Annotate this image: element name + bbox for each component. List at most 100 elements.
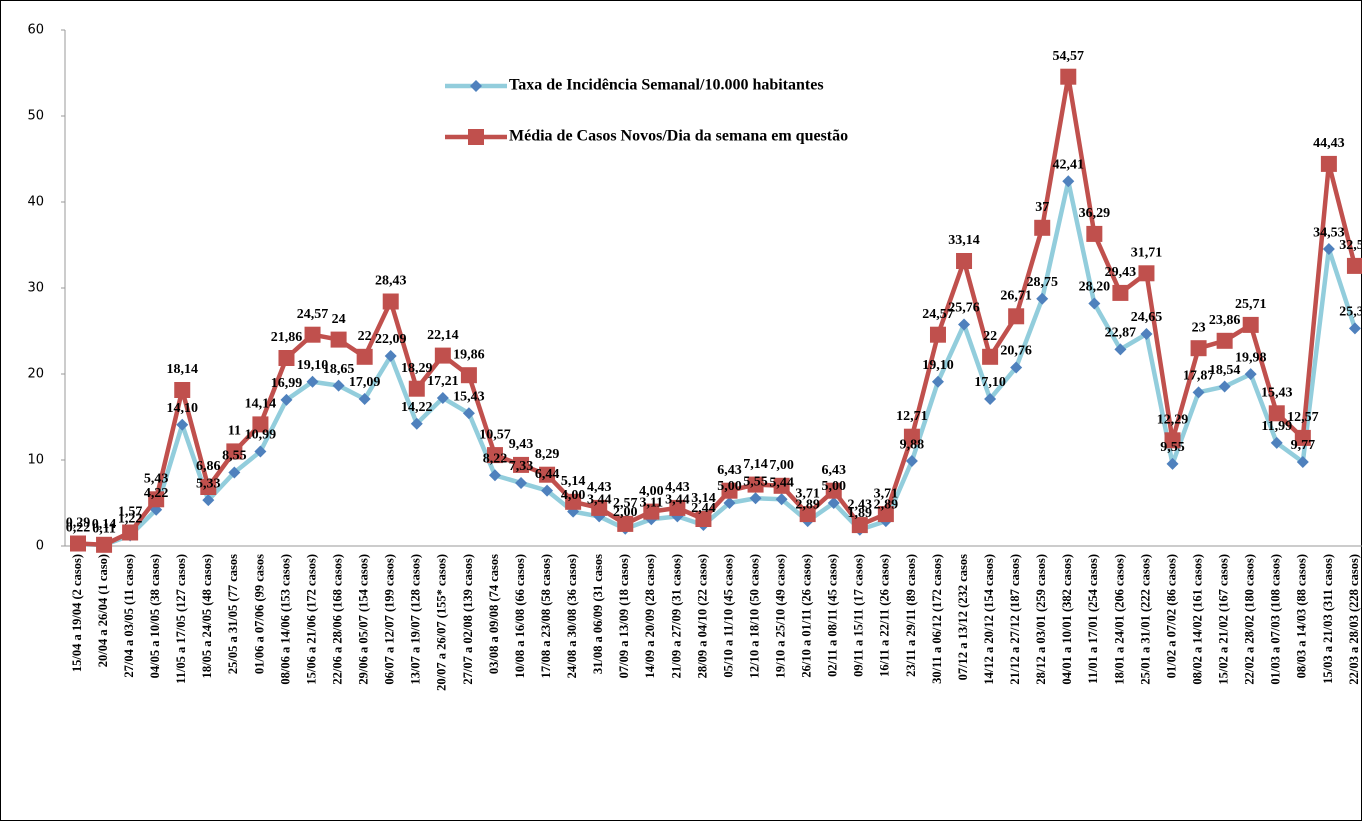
marker xyxy=(226,443,243,460)
marker xyxy=(775,493,788,506)
x-tick-label: 07/09 a 13/09 (18 casos) xyxy=(617,554,631,678)
marker xyxy=(827,497,840,509)
marker xyxy=(617,515,634,532)
marker xyxy=(1164,432,1181,449)
value-label: 5,33 xyxy=(196,476,221,491)
marker xyxy=(436,391,449,404)
y-tick-label: 60 xyxy=(27,23,44,38)
x-tick-label: 22/03 a 28/03 (228 casos) xyxy=(1347,554,1361,685)
value-label: 0,14 xyxy=(92,517,117,532)
x-tick-label: 04/05 a 10/05 (38 casos) xyxy=(148,554,162,678)
value-label: 23 xyxy=(1192,320,1206,335)
value-label: 22,87 xyxy=(1105,326,1137,341)
x-tick-label: 17/08 a 23/08 (58 casos) xyxy=(539,554,553,678)
value-label: 4,22 xyxy=(144,486,169,501)
marker xyxy=(825,482,842,499)
value-label: 0,11 xyxy=(92,521,116,536)
marker xyxy=(252,416,269,433)
x-tick-label: 28/09 a 04/10 (22 casos) xyxy=(695,554,709,678)
marker xyxy=(1166,457,1179,470)
value-label: 6,86 xyxy=(196,459,221,474)
marker xyxy=(1112,284,1129,301)
value-label: 42,41 xyxy=(1053,157,1085,172)
value-label: 5,14 xyxy=(561,474,586,489)
marker xyxy=(877,506,894,523)
value-label: 12,71 xyxy=(896,409,928,424)
value-label: 12,57 xyxy=(1287,410,1319,425)
value-label: 11 xyxy=(228,424,241,439)
marker xyxy=(956,252,973,269)
marker xyxy=(486,447,503,464)
value-label: 0,22 xyxy=(66,520,91,535)
marker xyxy=(723,497,736,509)
x-tick-label: 12/10 a 18/10 (50 casos) xyxy=(747,554,761,678)
value-label: 3,71 xyxy=(874,486,899,501)
marker xyxy=(330,331,347,348)
marker xyxy=(228,466,241,479)
x-tick-label: 24/08 a 30/08 (36 casos) xyxy=(565,554,579,678)
value-label: 36,29 xyxy=(1079,206,1111,221)
marker xyxy=(434,347,451,364)
value-label: 28,75 xyxy=(1026,275,1058,290)
marker xyxy=(903,428,920,445)
x-tick-label: 29/06 a 05/07 (154 casos) xyxy=(357,554,371,685)
value-label: 26,71 xyxy=(1000,289,1032,304)
x-tick-label: 22/02 a 28/02 (180 casos) xyxy=(1243,554,1257,685)
y-tick-label: 10 xyxy=(27,453,44,468)
marker xyxy=(200,479,217,496)
x-tick-label: 10/08 a 16/08 (66 casos) xyxy=(513,554,527,678)
value-label: 25,76 xyxy=(948,301,980,316)
value-label: 54,57 xyxy=(1053,49,1085,64)
value-label: 4,43 xyxy=(665,480,690,495)
x-tick-label: 18/05 a 24/05 (48 casos) xyxy=(200,554,214,678)
marker xyxy=(982,348,999,365)
marker xyxy=(513,456,530,473)
value-label: 44,43 xyxy=(1313,136,1345,151)
value-label: 9,55 xyxy=(1160,440,1185,455)
marker xyxy=(669,499,686,516)
x-tick-label: 21/12 a 27/12 (187 casos) xyxy=(1008,554,1022,685)
value-label: 4,00 xyxy=(639,484,664,499)
marker xyxy=(984,392,997,405)
x-tick-label: 05/10 a 11/10 (45 casos) xyxy=(721,554,735,678)
marker xyxy=(799,506,816,523)
legend-label: Taxa de Incidência Semanal/10.000 habita… xyxy=(509,77,824,94)
value-label: 19,86 xyxy=(453,347,485,362)
value-label: 29,43 xyxy=(1105,265,1137,280)
value-label: 22 xyxy=(983,329,997,344)
value-label: 31,71 xyxy=(1131,246,1163,261)
value-label: 34,53 xyxy=(1313,225,1345,240)
value-label: 5,43 xyxy=(144,472,169,487)
marker xyxy=(565,493,582,510)
value-label: 5,44 xyxy=(769,475,794,490)
x-tick-label: 01/03 a 07/03 (108 casos) xyxy=(1269,554,1283,685)
y-tick-label: 20 xyxy=(27,367,44,382)
value-label: 14,22 xyxy=(401,400,433,415)
value-label: 7,33 xyxy=(509,459,534,474)
marker xyxy=(749,492,762,505)
marker xyxy=(384,350,397,363)
x-tick-label: 15/03 a 21/03 (311 casos) xyxy=(1321,554,1335,684)
marker xyxy=(356,348,373,365)
x-tick-label: 25/01 a 31/01 (222 casos) xyxy=(1138,554,1152,685)
x-tick-label: 15/02 a 21/02 (167 casos) xyxy=(1217,554,1231,685)
value-label: 18,65 xyxy=(323,362,355,377)
marker xyxy=(306,375,319,388)
value-label: 3,14 xyxy=(691,491,716,506)
legend-marker xyxy=(470,80,482,92)
y-tick-label: 40 xyxy=(27,195,44,210)
marker xyxy=(1034,219,1051,236)
marker xyxy=(1320,155,1337,172)
value-label: 12,29 xyxy=(1157,413,1189,428)
x-tick-label: 15/04 a 19/04 (2 casos) xyxy=(70,554,84,672)
marker xyxy=(1140,328,1153,341)
value-label: 6,43 xyxy=(821,463,846,478)
x-tick-label: 23/11 a 29/11 (89 casos) xyxy=(904,554,918,677)
value-label: 2,00 xyxy=(613,505,638,520)
marker xyxy=(1296,455,1309,468)
value-label: 19,98 xyxy=(1235,350,1267,365)
x-tick-label: 11/05 a 17/05 (127 casos) xyxy=(174,554,188,684)
value-label: 2,89 xyxy=(795,497,820,512)
